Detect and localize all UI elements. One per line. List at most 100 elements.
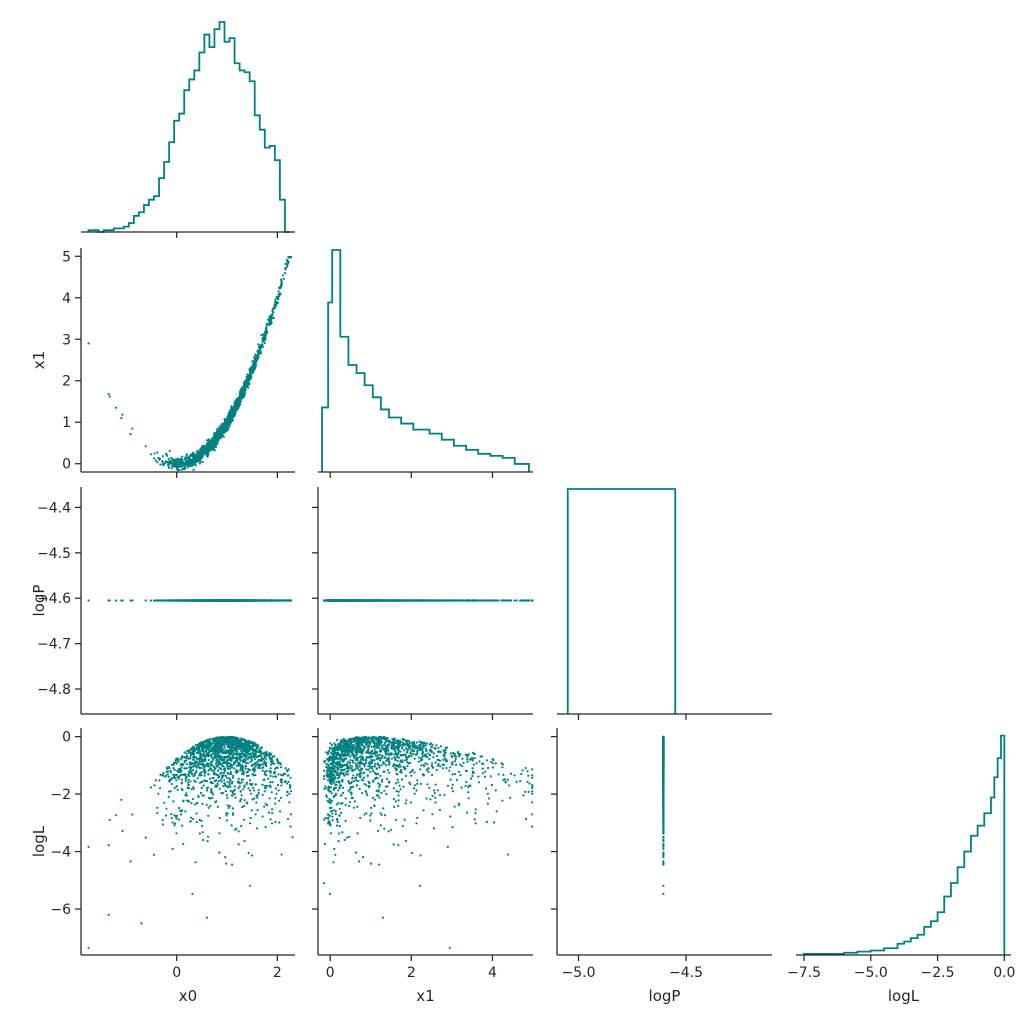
scatter-point	[223, 431, 226, 434]
scatter-point	[248, 377, 252, 380]
scatter-point	[365, 599, 368, 602]
scatter-point	[176, 457, 179, 460]
scatter-point	[226, 419, 229, 422]
scatter-point	[472, 599, 475, 602]
scatter-point	[161, 599, 164, 602]
scatter-point	[251, 599, 254, 602]
scatter-point	[185, 453, 188, 456]
scatter-x1-vs-logP	[323, 599, 534, 602]
scatter-point	[165, 452, 168, 455]
scatter-point	[519, 599, 522, 602]
scatter-point	[251, 367, 254, 371]
scatter-point	[175, 599, 178, 602]
scatter-point	[271, 310, 274, 313]
scatter-point	[335, 599, 338, 602]
scatter-point	[257, 355, 260, 358]
scatter-point	[234, 599, 238, 602]
scatter-point	[178, 458, 181, 462]
scatter-point	[421, 599, 424, 602]
scatter-point	[371, 599, 374, 602]
scatter-point	[200, 447, 203, 450]
scatter-point	[115, 406, 118, 409]
scatter-point	[218, 599, 221, 602]
scatter-point	[165, 460, 168, 463]
scatter-point	[394, 599, 397, 602]
scatter-point	[131, 427, 134, 430]
scatter-point	[204, 445, 208, 448]
scatter-point	[201, 460, 204, 463]
scatter-point	[266, 599, 269, 602]
scatter-point	[153, 599, 156, 602]
scatter-point	[281, 274, 285, 277]
scatter-point	[251, 360, 254, 363]
scatter-point	[176, 467, 179, 470]
scatter-point	[205, 439, 209, 442]
scatter-point	[190, 460, 193, 463]
scatter-point	[218, 428, 221, 431]
scatter-point	[108, 395, 111, 398]
scatter-point	[269, 315, 273, 319]
scatter-point	[522, 599, 525, 602]
scatter-point	[373, 599, 376, 602]
scatter-point	[280, 285, 283, 288]
scatter-point	[260, 344, 263, 347]
scatter-point	[227, 412, 230, 415]
scatter-point	[223, 417, 226, 421]
scatter-point	[247, 383, 250, 386]
scatter-point	[168, 450, 171, 453]
scatter-point	[175, 464, 178, 467]
scatter-point	[424, 599, 428, 602]
scatter-point	[254, 358, 257, 361]
scatter-point	[87, 599, 90, 602]
scatter-point	[189, 454, 192, 457]
scatter-point	[246, 385, 249, 388]
scatter-point	[284, 268, 287, 271]
scatter-point	[192, 451, 195, 454]
scatter-point	[185, 599, 188, 602]
scatter-point	[87, 342, 90, 345]
scatter-point	[157, 456, 160, 459]
scatter-point	[237, 599, 240, 602]
scatter-point	[283, 272, 287, 275]
scatter-point	[278, 295, 281, 298]
scatter-point	[191, 454, 194, 457]
scatter-point	[220, 434, 223, 438]
scatter-point	[217, 435, 220, 438]
scatter-point	[232, 409, 235, 412]
y-axis-title-logL: logL	[30, 825, 48, 857]
scatter-point	[228, 422, 231, 425]
scatter-point	[481, 599, 484, 602]
scatter-point	[277, 298, 280, 301]
scatter-point	[206, 441, 210, 444]
scatter-point	[129, 433, 132, 436]
scatter-point	[332, 599, 335, 602]
scatter-point	[263, 330, 267, 333]
scatter-point	[270, 313, 274, 316]
scatter-point	[167, 463, 171, 466]
scatter-point	[243, 387, 247, 390]
scatter-point	[493, 599, 496, 602]
scatter-point	[408, 599, 411, 602]
scatter-point	[280, 283, 283, 286]
scatter-point	[178, 468, 181, 471]
scatter-point	[262, 333, 265, 336]
y-axis-title-logP: logP	[30, 585, 48, 617]
scatter-point	[259, 352, 263, 355]
scatter-point	[239, 599, 242, 602]
scatter-point	[270, 599, 273, 602]
scatter-point	[257, 599, 260, 602]
scatter-point	[451, 599, 454, 602]
scatter-point	[383, 599, 386, 602]
scatter-point	[256, 349, 260, 352]
scatter-point	[531, 599, 534, 602]
scatter-point	[234, 409, 237, 412]
scatter-point	[233, 411, 236, 414]
scatter-point	[515, 599, 518, 602]
scatter-point	[144, 599, 147, 602]
scatter-point	[257, 345, 260, 348]
scatter-point	[443, 599, 446, 602]
scatter-point	[243, 599, 246, 602]
scatter-point	[211, 440, 214, 443]
scatter-point	[218, 787, 221, 791]
